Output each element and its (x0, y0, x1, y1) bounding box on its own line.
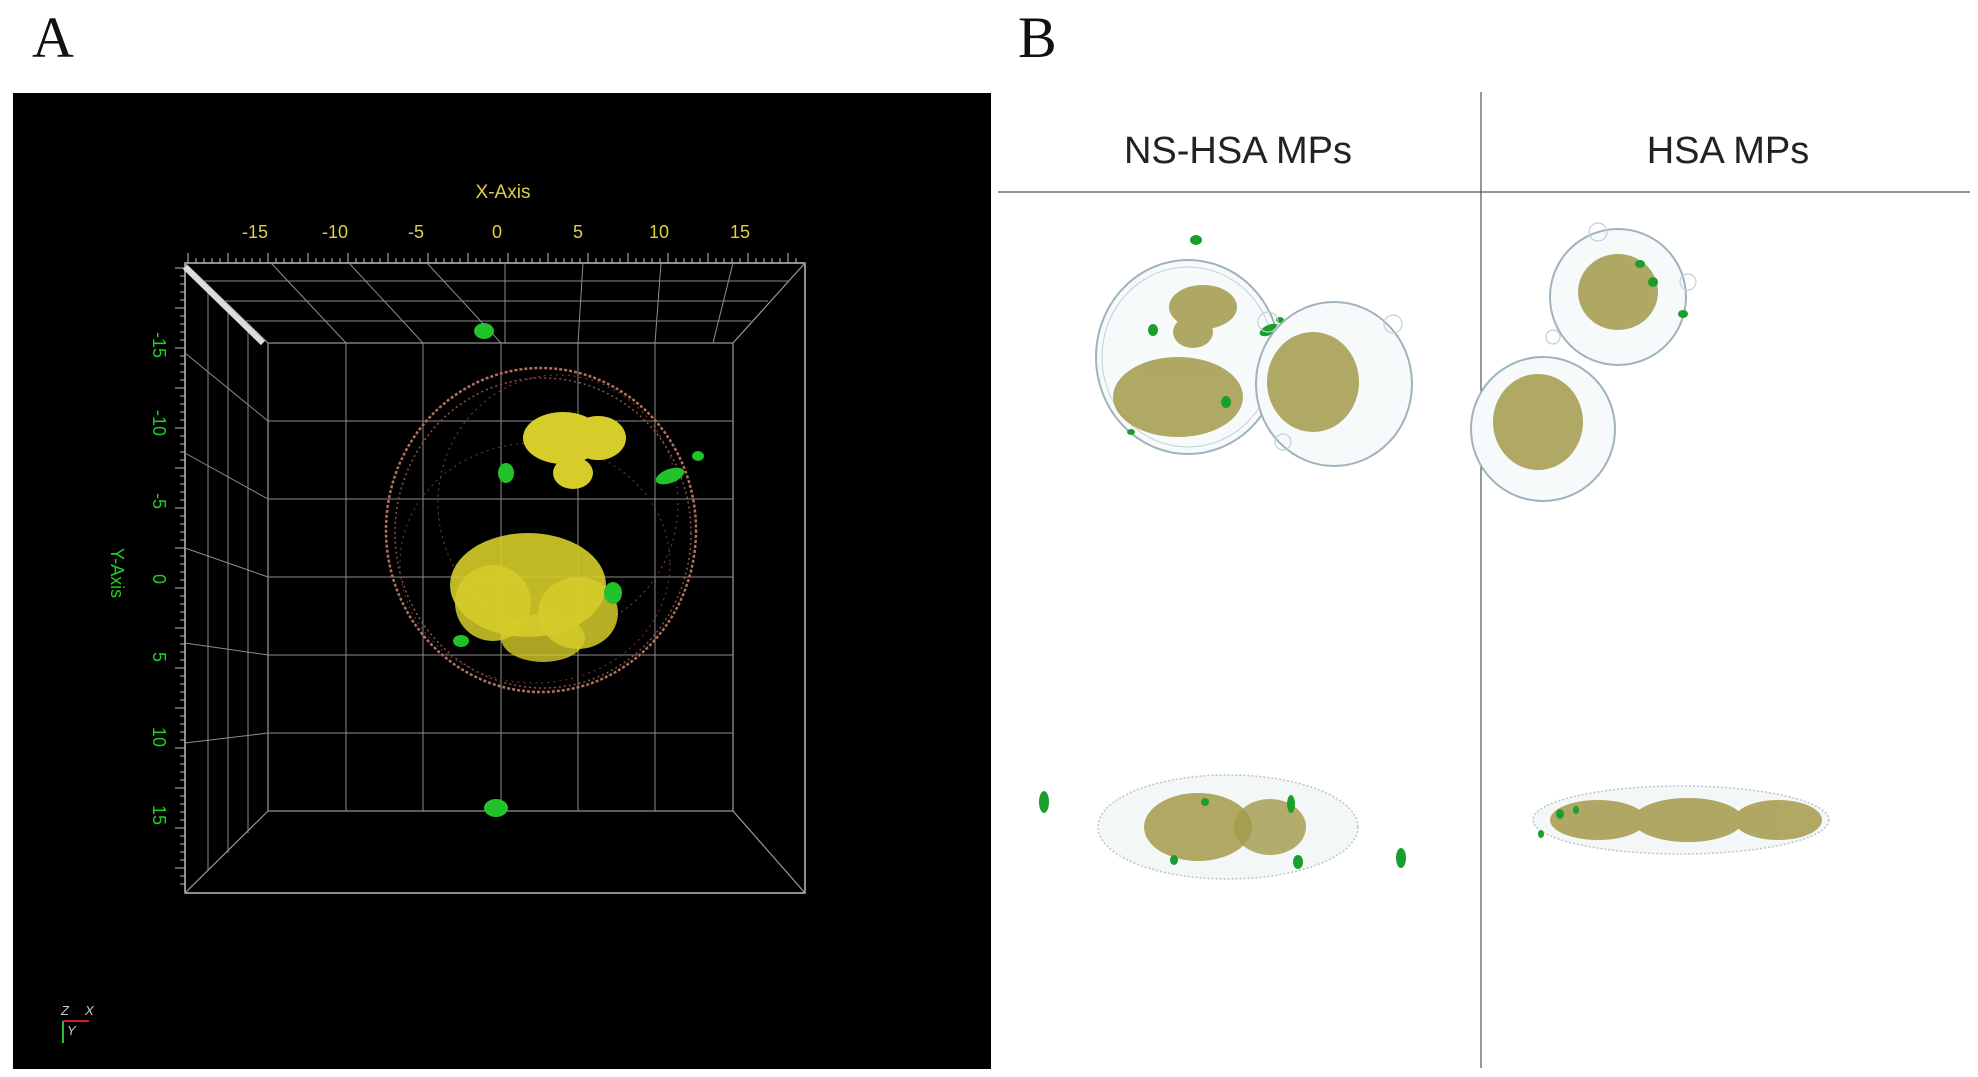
y-tick-label: -15 (149, 332, 169, 358)
y-tick-label: 10 (149, 727, 169, 747)
x-tick-label: -15 (242, 222, 268, 242)
x-tick-label: -10 (322, 222, 348, 242)
left-face-grid (184, 285, 269, 871)
panel-b-label: B (1018, 5, 1057, 70)
y-tick-label: 15 (149, 805, 169, 825)
y-axis-title: Y-Axis (107, 548, 127, 598)
column-header-ns-hsa: NS-HSA MPs (1123, 130, 1353, 172)
panel-b-comparison: NS-HSA MPs HSA MPs (998, 92, 1970, 1068)
panel-a-label: A (32, 5, 74, 70)
top-face-grid (203, 262, 788, 344)
y-ruler-ticks (175, 267, 185, 885)
y-tick-labels: -15 -10 -5 0 5 10 15 (149, 332, 169, 825)
green-particles (453, 323, 704, 817)
x-tick-labels: -15 -10 -5 0 5 10 15 (242, 222, 750, 242)
y-tick-label: 0 (149, 574, 169, 584)
triad-y-label: Y (67, 1023, 77, 1038)
y-tick-label: -10 (149, 410, 169, 436)
hsa-side-view (1532, 785, 1830, 855)
x-tick-label: 10 (649, 222, 669, 242)
y-tick-label: 5 (149, 652, 169, 662)
panel-a-render: X-Axis Y-Axis -15 -10 -5 0 5 10 15 -15 -… (60, 182, 806, 1043)
x-tick-label: 5 (573, 222, 583, 242)
x-tick-label: 15 (730, 222, 750, 242)
x-tick-label: -5 (408, 222, 424, 242)
triad-x-label: X (84, 1003, 95, 1018)
ns-hsa-top-view (1095, 235, 1284, 455)
ns-hsa-side-view (1039, 774, 1406, 880)
hsa-top-view (1255, 222, 1697, 502)
x-tick-label: 0 (492, 222, 502, 242)
panel-a-3d-view: X-Axis Y-Axis -15 -10 -5 0 5 10 15 -15 -… (13, 93, 991, 1069)
triad-z-label: Z (60, 1003, 70, 1018)
y-tick-label: -5 (149, 493, 169, 509)
yellow-cores (450, 412, 626, 662)
panel-b-render (998, 92, 1970, 1068)
box-edges (184, 262, 806, 894)
corner-highlight (182, 264, 266, 346)
column-header-hsa: HSA MPs (1646, 130, 1810, 172)
x-ruler-ticks (187, 253, 797, 263)
axis-triad: Z X Y (60, 1003, 95, 1043)
x-axis-title: X-Axis (476, 182, 531, 203)
box-front-frame (184, 262, 806, 894)
